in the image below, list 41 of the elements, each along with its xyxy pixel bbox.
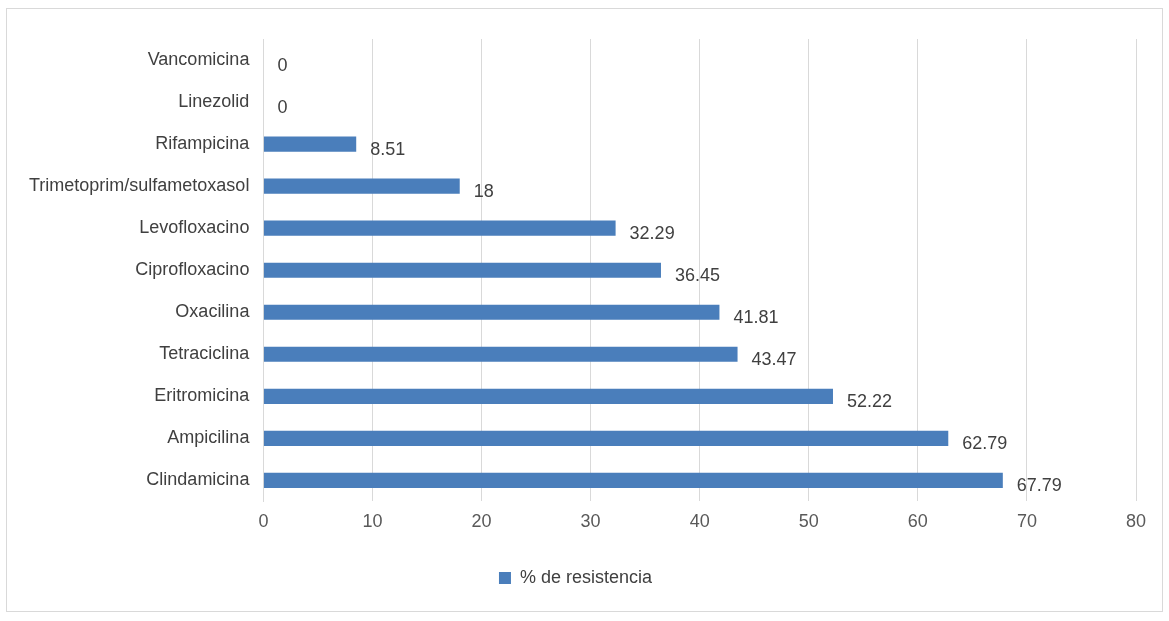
x-tick-label: 40: [689, 511, 710, 532]
data-label: 62.79: [962, 433, 1008, 454]
x-tick-label: 0: [258, 511, 269, 532]
data-label: 18: [473, 181, 494, 202]
data-label: 32.29: [629, 223, 675, 244]
x-tick-label: 30: [580, 511, 601, 532]
bar: [263, 346, 738, 362]
y-tick-label: Tetraciclina: [159, 343, 251, 364]
x-tick-label: 80: [1125, 511, 1147, 532]
y-tick-label: Vancomicina: [147, 48, 251, 69]
bar: [263, 430, 949, 446]
y-tick-label: Linezolid: [178, 91, 250, 112]
data-label: 8.51: [370, 139, 406, 160]
y-tick-label: Ampicilina: [167, 427, 251, 448]
y-tick-label: Trimetoprim/sulfametoxasol: [28, 175, 250, 196]
data-label: 43.47: [751, 349, 797, 370]
data-label: 36.45: [674, 265, 721, 286]
y-tick-label: Oxacilina: [175, 301, 251, 322]
x-tick-label: 10: [362, 511, 383, 532]
y-tick-label: Clindamicina: [146, 469, 251, 490]
data-label: 0: [277, 97, 288, 118]
x-tick-label: 70: [1016, 511, 1037, 532]
y-tick-label: Rifampicina: [155, 133, 251, 154]
x-tick-label: 60: [907, 511, 928, 532]
bar: [263, 388, 833, 404]
data-label: 41.81: [733, 307, 779, 328]
bar: [263, 220, 616, 236]
y-tick-label: Levofloxacino: [139, 217, 250, 238]
bar: [263, 136, 357, 152]
y-tick-label: Eritromicina: [154, 385, 251, 406]
data-label: 0: [277, 54, 288, 75]
bar: [263, 178, 460, 194]
data-label: 52.22: [846, 391, 893, 412]
data-label: 67.79: [1016, 475, 1062, 496]
bar: [263, 262, 661, 278]
bar: [263, 304, 720, 320]
x-tick-label: 50: [798, 511, 819, 532]
bar: [263, 472, 1003, 488]
legend-label: % de resistencia: [519, 566, 654, 587]
y-tick-label: Ciprofloxacino: [135, 259, 250, 280]
x-tick-label: 20: [471, 511, 492, 532]
